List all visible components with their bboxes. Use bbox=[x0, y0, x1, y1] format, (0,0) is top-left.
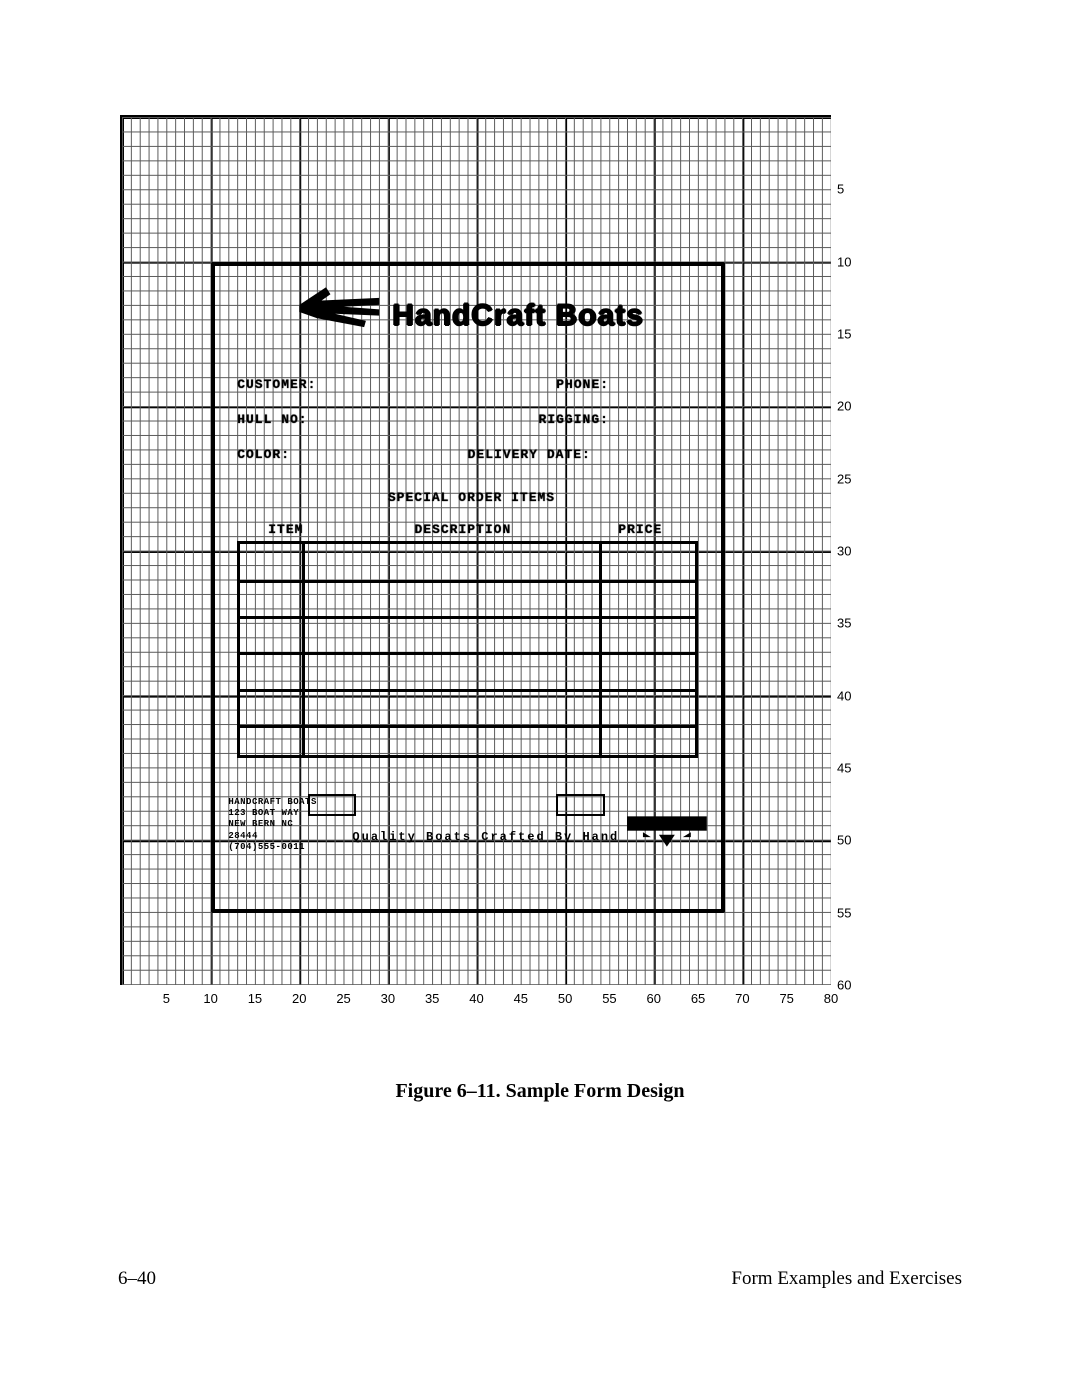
table-row-divider bbox=[240, 689, 695, 692]
x-tick: 40 bbox=[469, 991, 483, 1006]
table-row-divider bbox=[240, 616, 695, 619]
table-col-divider bbox=[302, 544, 305, 755]
y-axis-labels: 51015202530354045505560 bbox=[831, 117, 861, 985]
field-label: RIGGING: bbox=[539, 412, 609, 427]
table-row-divider bbox=[240, 725, 695, 728]
figure-caption: Figure 6–11. Sample Form Design bbox=[0, 1080, 1080, 1103]
x-tick: 80 bbox=[824, 991, 838, 1006]
y-tick: 45 bbox=[837, 761, 851, 776]
x-tick: 5 bbox=[163, 991, 170, 1006]
footer-tab-right bbox=[556, 794, 604, 816]
y-tick: 15 bbox=[837, 327, 851, 342]
x-tick: 70 bbox=[735, 991, 749, 1006]
footer-address-line: NEW BERN NC bbox=[228, 819, 317, 830]
x-tick: 30 bbox=[381, 991, 395, 1006]
footer-logo-icon bbox=[627, 811, 707, 854]
page-number: 6–40 bbox=[118, 1268, 156, 1290]
footer-address-line: HANDCRAFT BOATS bbox=[228, 797, 317, 808]
y-tick: 50 bbox=[837, 833, 851, 848]
footer-tab-left bbox=[308, 794, 356, 816]
x-tick: 75 bbox=[779, 991, 793, 1006]
y-tick: 25 bbox=[837, 471, 851, 486]
x-tick: 15 bbox=[248, 991, 262, 1006]
footer-address-line: 123 BOAT WAY bbox=[228, 808, 317, 819]
x-tick: 65 bbox=[691, 991, 705, 1006]
brand-text: HandCraft Boats bbox=[392, 299, 644, 332]
table-col-divider bbox=[599, 544, 602, 755]
x-tick: 60 bbox=[647, 991, 661, 1006]
y-tick: 5 bbox=[837, 182, 844, 197]
footer-address-line: 28444 bbox=[228, 831, 317, 842]
x-tick: 10 bbox=[203, 991, 217, 1006]
footer-slogan: Quality Boats Crafted By Hand bbox=[352, 830, 619, 844]
y-tick: 60 bbox=[837, 978, 851, 993]
x-tick: 20 bbox=[292, 991, 306, 1006]
y-tick: 35 bbox=[837, 616, 851, 631]
x-tick: 45 bbox=[514, 991, 528, 1006]
page-footer-right: Form Examples and Exercises bbox=[731, 1268, 962, 1290]
y-tick: 20 bbox=[837, 399, 851, 414]
y-tick: 10 bbox=[837, 254, 851, 269]
y-tick: 30 bbox=[837, 544, 851, 559]
x-tick: 50 bbox=[558, 991, 572, 1006]
x-tick: 25 bbox=[336, 991, 350, 1006]
brand-title: HandCraft Boats bbox=[392, 299, 644, 333]
footer-address-line: (704)555-0011 bbox=[228, 842, 317, 853]
x-tick: 35 bbox=[425, 991, 439, 1006]
field-label: DELIVERY DATE: bbox=[468, 447, 591, 462]
footer-slogan-text: Quality Boats Crafted By Hand bbox=[352, 830, 619, 844]
x-tick: 55 bbox=[602, 991, 616, 1006]
table-row-divider bbox=[240, 580, 695, 583]
x-axis-labels: 5101520253035404550556065707580 bbox=[122, 985, 831, 1009]
field-label: CUSTOMER: bbox=[237, 377, 316, 392]
field-label: COLOR: bbox=[237, 447, 290, 462]
table-row-divider bbox=[240, 652, 695, 655]
field-label: DESCRIPTION bbox=[414, 522, 511, 537]
graph-paper: 5101520253035404550556065707580 51015202… bbox=[120, 115, 831, 985]
field-label: SPECIAL ORDER ITEMS bbox=[388, 490, 555, 505]
page: 5 10 15 20 25 30 35 40 45 50 55 60 65 70 75 80 5 10 15 20 2… bbox=[0, 0, 1080, 1397]
y-tick: 40 bbox=[837, 688, 851, 703]
field-label: PHONE: bbox=[556, 377, 609, 392]
field-label: HULL NO: bbox=[237, 412, 307, 427]
special-order-table bbox=[237, 541, 698, 758]
handcraft-logo-icon bbox=[295, 276, 384, 334]
footer-address: HANDCRAFT BOATS123 BOAT WAYNEW BERN NC28… bbox=[228, 797, 317, 853]
field-label: PRICE bbox=[618, 522, 662, 537]
field-label: ITEM bbox=[268, 522, 303, 537]
y-tick: 55 bbox=[837, 905, 851, 920]
